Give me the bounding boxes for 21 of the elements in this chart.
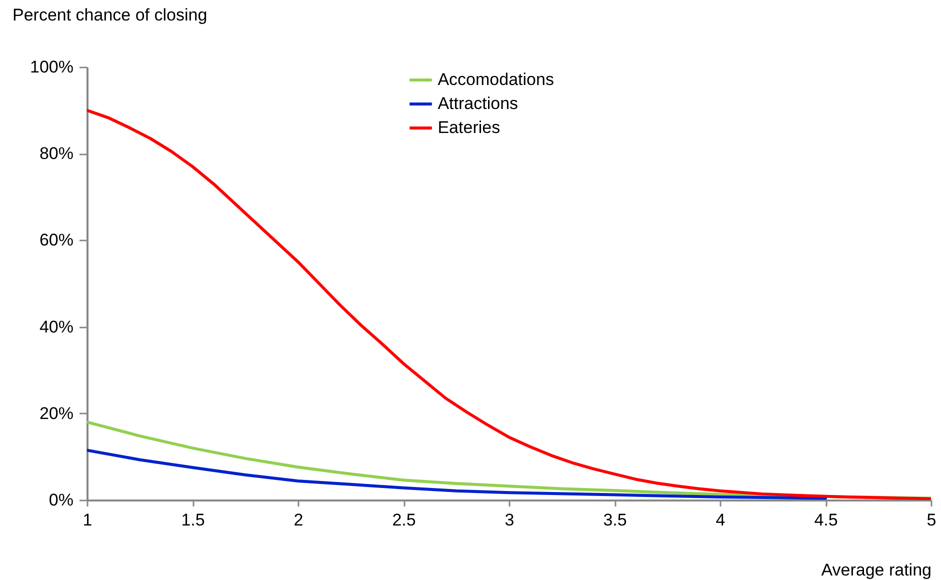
- x-tick-label: 2: [294, 510, 304, 530]
- y-tick-label: 0%: [48, 490, 74, 510]
- x-tick-label: 1: [82, 510, 92, 530]
- x-tick-label: 3.5: [603, 510, 627, 530]
- y-axis-title: Percent chance of closing: [12, 6, 208, 24]
- x-tick-label: 4.5: [814, 510, 838, 530]
- y-tick-label: 40%: [39, 317, 74, 336]
- y-tick-label: 60%: [39, 230, 74, 250]
- y-tick-label: 20%: [39, 404, 74, 423]
- x-axis-title: Average rating: [821, 560, 932, 580]
- y-tick-label: 80%: [39, 144, 74, 164]
- legend-label: Accomodations: [438, 70, 554, 89]
- x-tick-label: 5: [926, 510, 936, 530]
- x-tick-label: 4: [716, 510, 726, 530]
- y-tick-label: 100%: [30, 58, 74, 76]
- legend-label: Eateries: [438, 118, 500, 137]
- x-tick-label: 2.5: [392, 510, 416, 530]
- legend-label: Attractions: [438, 94, 518, 113]
- line-series: [87, 448, 827, 500]
- x-tick-label: 3: [504, 510, 514, 530]
- x-tick-label: 1.5: [181, 510, 205, 530]
